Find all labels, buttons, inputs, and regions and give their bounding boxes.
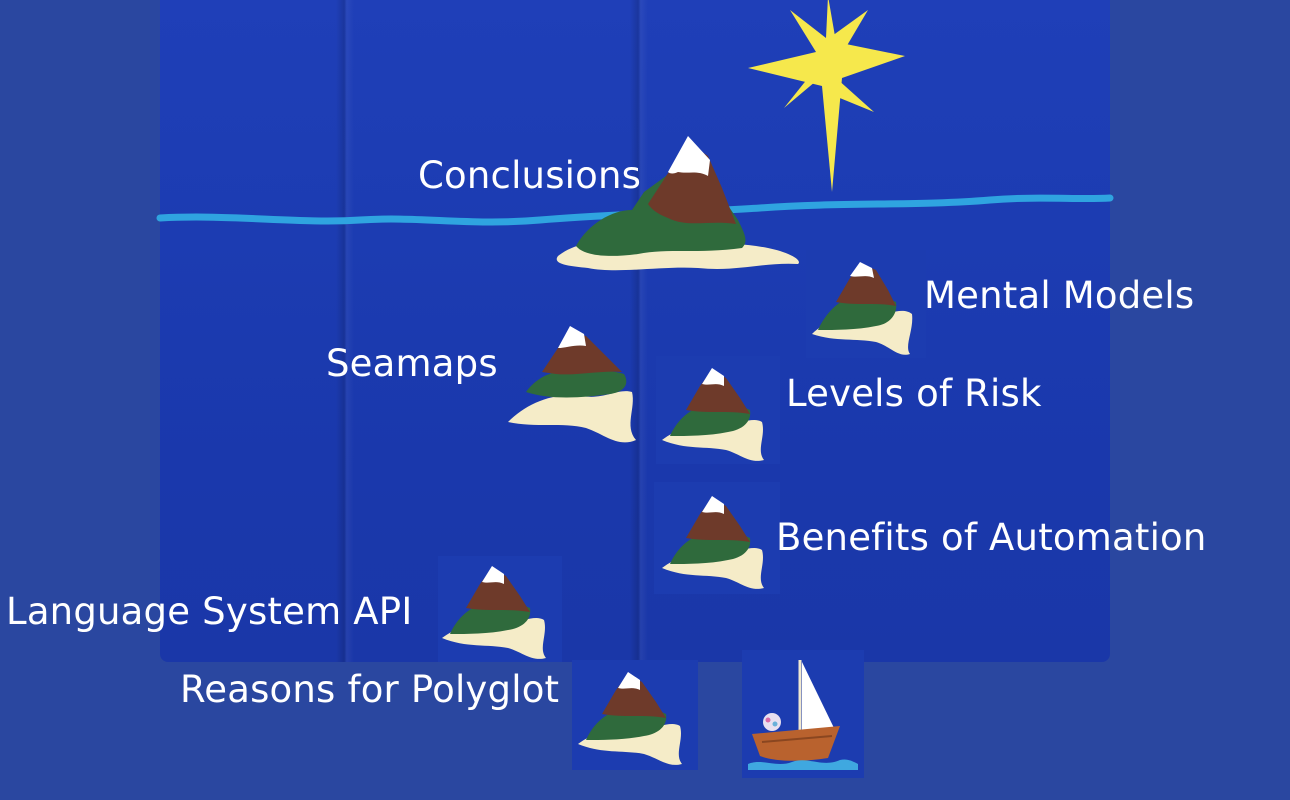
- sailboat-icon: [748, 660, 858, 770]
- island-icon: [662, 368, 764, 461]
- felt-fold: [630, 0, 648, 662]
- label-reasons-for-polyglot: Reasons for Polyglot: [180, 668, 560, 711]
- island-icon: [662, 496, 764, 589]
- felt-fold: [336, 0, 354, 662]
- island-icon: [508, 326, 636, 443]
- label-levels-of-risk: Levels of Risk: [786, 372, 1042, 415]
- island-tile: [806, 250, 926, 358]
- island-icon: [442, 566, 546, 659]
- label-mental-models: Mental Models: [924, 274, 1195, 317]
- label-conclusions: Conclusions: [418, 154, 642, 197]
- island-tile: [654, 482, 780, 594]
- island-icon: [578, 672, 682, 765]
- island-icon: [812, 262, 913, 355]
- sailboat-tile: [742, 650, 864, 778]
- island-tile: [438, 556, 562, 662]
- island-tile: [572, 660, 698, 770]
- island-tile: [656, 356, 780, 464]
- label-benefits-of-automation: Benefits of Automation: [776, 516, 1207, 559]
- felt-backdrop: [160, 0, 1110, 662]
- island-icon: [556, 136, 799, 271]
- north-star-icon: [748, 0, 905, 192]
- label-seamaps: Seamaps: [326, 342, 498, 385]
- label-language-system-api: Language System API: [6, 590, 413, 633]
